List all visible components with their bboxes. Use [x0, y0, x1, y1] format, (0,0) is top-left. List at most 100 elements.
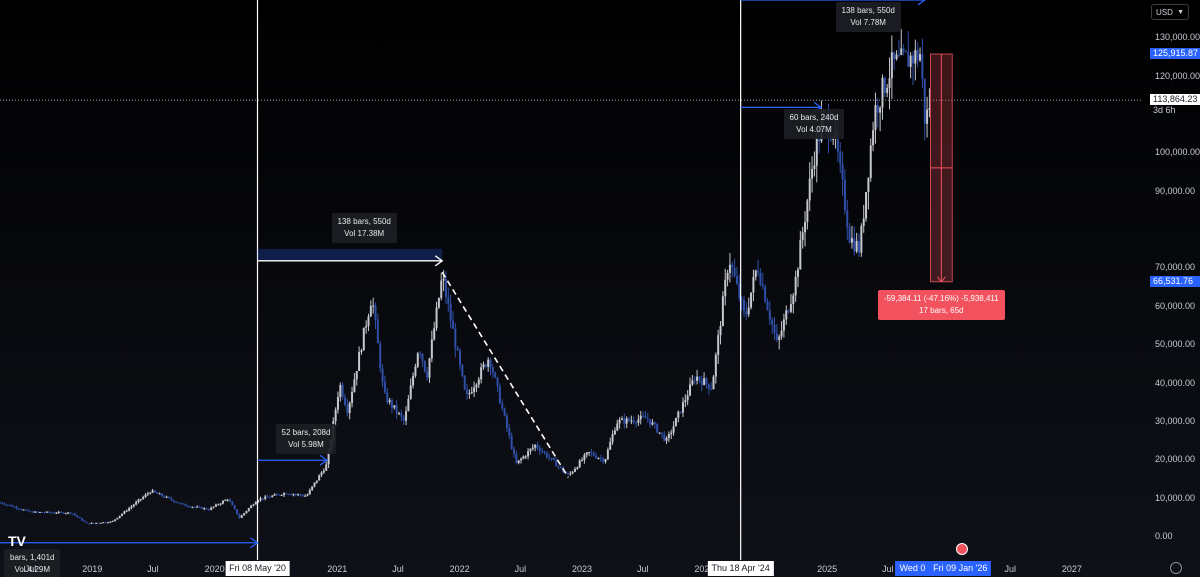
candle-body — [376, 320, 379, 344]
currency-selector[interactable]: USD ▼ — [1151, 4, 1189, 20]
candle-body — [433, 328, 436, 340]
date-range-arrow — [319, 454, 329, 466]
candle-body — [611, 434, 614, 442]
candle-body — [217, 504, 220, 506]
time-tick-label: Jul — [392, 564, 404, 574]
candle-body — [801, 232, 804, 241]
candle-body — [829, 138, 832, 140]
candle-body — [625, 418, 628, 424]
price-tick-label: 30,000.00 — [1155, 415, 1196, 426]
candle-body — [541, 451, 544, 453]
candle-body — [689, 384, 692, 396]
candle-body — [421, 354, 424, 361]
candle-body — [29, 511, 32, 513]
candle-body — [620, 418, 623, 420]
candle-body — [214, 504, 217, 507]
candle-body — [731, 264, 734, 268]
candle-body — [177, 502, 180, 504]
candle-body — [623, 418, 626, 424]
candle-body — [3, 503, 6, 505]
candle-body — [34, 511, 37, 513]
candle-body — [663, 434, 666, 441]
candle-body — [111, 520, 114, 522]
candle-body — [782, 319, 785, 331]
candle-body — [710, 388, 713, 390]
candle-body — [74, 513, 77, 516]
candle-body — [193, 506, 196, 508]
candle-body — [41, 512, 44, 514]
candle-body — [236, 509, 239, 515]
candle-body — [658, 432, 661, 434]
candle-body — [578, 460, 581, 468]
candle-body — [367, 316, 370, 327]
candle-body — [52, 512, 55, 514]
candle-body — [815, 137, 818, 166]
candle-body — [888, 78, 891, 88]
price-tick-label: 0.00 — [1155, 530, 1173, 541]
candle-body — [287, 494, 290, 496]
candle-body — [243, 513, 246, 516]
candle-body — [902, 48, 905, 52]
candle-body — [576, 467, 579, 469]
candle-body — [764, 286, 767, 302]
candle-body — [550, 457, 553, 459]
candle-body — [724, 279, 727, 297]
date-range-label: 138 bars, 550d Vol 7.78M — [835, 2, 901, 32]
candle-body — [430, 339, 433, 359]
candle-body — [771, 319, 774, 325]
candle-body — [527, 451, 530, 457]
candle-body — [759, 272, 762, 285]
candle-body — [179, 503, 182, 505]
candle-body — [867, 177, 870, 193]
time-tick-label: 2019 — [82, 564, 103, 574]
candle-body — [496, 377, 499, 387]
candle-body — [466, 389, 469, 395]
price-axis[interactable]: 0.00 10,000.00 20,000.00 30,000.00 40,000.00… — [1143, 0, 1200, 560]
candle-body — [686, 395, 689, 401]
candle-body — [585, 452, 588, 455]
candle-body — [696, 376, 699, 381]
candle-body — [55, 512, 58, 514]
candle-body — [644, 416, 647, 419]
candle-body — [231, 501, 234, 506]
candle-body — [557, 466, 560, 468]
candle-body — [259, 498, 262, 501]
candle-body — [581, 460, 584, 462]
candle-body — [238, 514, 241, 518]
event-flag-icon[interactable] — [956, 543, 968, 555]
candle-body — [628, 418, 631, 421]
candle-body — [850, 238, 853, 243]
candle-body — [656, 423, 659, 433]
candle-body — [865, 192, 868, 219]
candle-body — [754, 270, 757, 278]
settings-icon[interactable] — [1170, 562, 1182, 574]
candle-body — [735, 276, 738, 284]
candle-body — [282, 493, 285, 496]
candle-body — [191, 506, 194, 508]
candle-body — [597, 458, 600, 460]
candle-body — [88, 523, 91, 525]
candle-body — [268, 496, 271, 498]
candle-body — [24, 509, 27, 511]
range-volume-text: Vol 7.78M — [850, 18, 886, 27]
candle-body — [512, 448, 515, 454]
candle-body — [365, 326, 368, 328]
candle-body — [890, 52, 893, 79]
candle-body — [67, 512, 70, 514]
candle-body — [45, 511, 48, 513]
candle-body — [510, 435, 513, 449]
candle-body — [167, 496, 170, 499]
candle-body — [646, 418, 649, 420]
candle-body — [911, 55, 914, 64]
range-bars-text: 138 bars, 550d — [841, 6, 895, 15]
candle-body — [928, 108, 931, 110]
date-range-label: 52 bars, 208d Vol 5.98M — [275, 424, 337, 455]
price-tick-label: 120,000.00 — [1155, 70, 1200, 81]
candle-body — [414, 366, 417, 376]
candle-body — [714, 354, 717, 377]
price-range-label: -59,384.11 (-47.16%) -5,938,411 17 bars, … — [877, 289, 1005, 320]
time-tick-label: Jul — [24, 564, 37, 574]
candle-body — [848, 227, 851, 243]
candle-body — [106, 522, 109, 524]
